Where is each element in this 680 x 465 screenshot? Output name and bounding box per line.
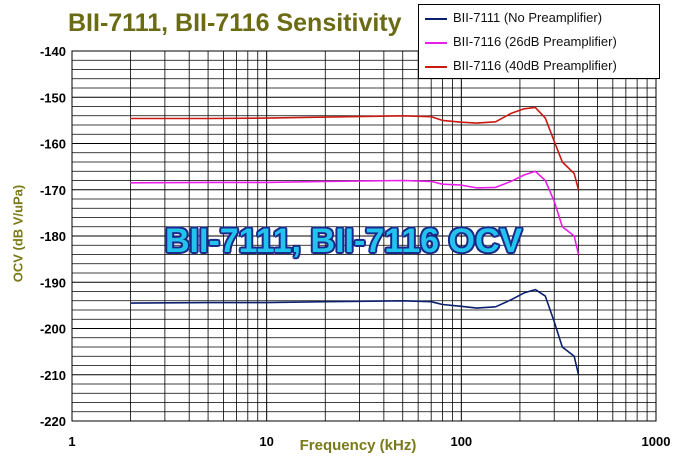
x-tick-label: 10 <box>259 434 273 449</box>
y-tick-label: -170 <box>40 183 66 198</box>
legend: BII-7111 (No Preamplifier) BII-7116 (26d… <box>418 4 660 79</box>
series-line-0 <box>130 288 580 375</box>
x-tick-label: 1 <box>68 434 75 449</box>
legend-label: BII-7116 (26dB Preamplifier) <box>453 34 617 49</box>
y-tick-label: -220 <box>40 414 66 429</box>
x-axis-label: Frequency (kHz) <box>299 437 417 454</box>
y-tick-label: -140 <box>40 44 66 59</box>
legend-label: BII-7111 (No Preamplifier) <box>453 10 603 25</box>
y-tick-label: -160 <box>40 137 66 152</box>
series-line-2 <box>130 106 580 191</box>
legend-swatch-bii-7111 <box>425 18 447 20</box>
y-axis-label: OCV (dB V/uPa) <box>10 184 26 283</box>
y-tick-label: -180 <box>40 229 66 244</box>
legend-swatch-bii-7116-40db <box>425 66 447 68</box>
legend-label: BII-7116 (40dB Preamplifier) <box>453 58 617 73</box>
y-tick-label: -210 <box>40 368 66 383</box>
chart-annotation: BII-7111, BII-7116 OCV <box>165 222 523 260</box>
x-tick-label: 1000 <box>642 434 671 449</box>
y-tick-label: -200 <box>40 322 66 337</box>
series-line-1 <box>130 170 580 255</box>
legend-swatch-bii-7116-26db <box>425 42 447 44</box>
x-tick-label: 100 <box>450 434 472 449</box>
y-tick-label: -190 <box>40 275 66 290</box>
series-lines <box>130 106 580 375</box>
y-tick-label: -150 <box>40 90 66 105</box>
chart-title: BII-7111, BII-7116 Sensitivity <box>68 9 402 37</box>
